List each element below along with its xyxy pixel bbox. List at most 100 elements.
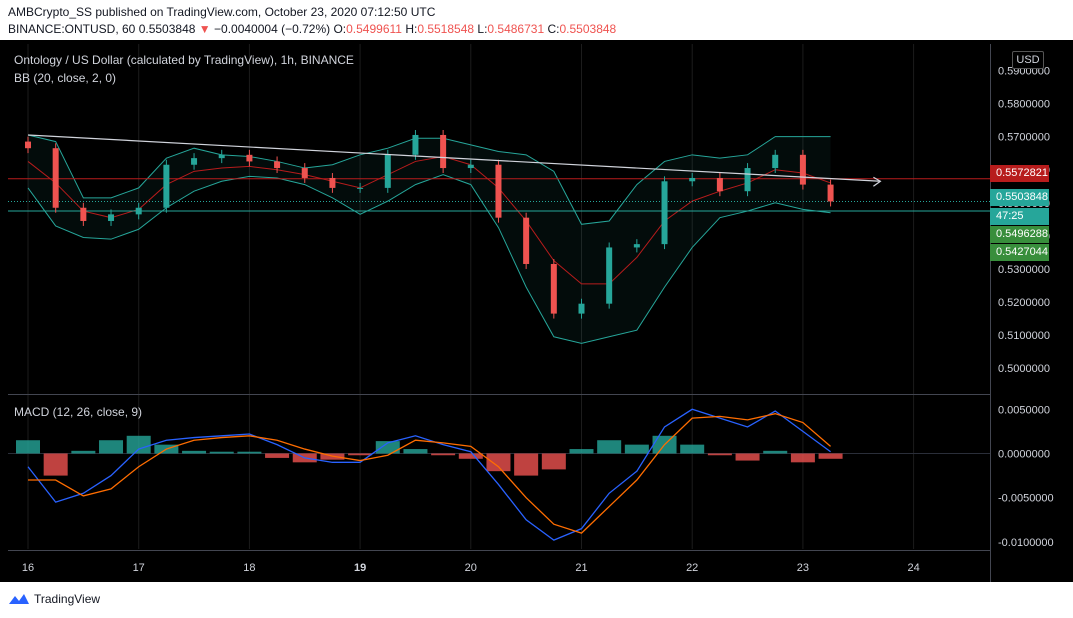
time-tick-label: 23 [797,562,809,574]
time-tick-label: 24 [907,562,919,574]
macd-tick-label: -0.0050000 [998,493,1054,505]
macd-histogram-bar [790,453,815,463]
down-arrow-icon: ▼ [198,22,211,36]
price-tick-label: 0.5100000 [998,330,1050,342]
bb-fill [28,134,831,344]
candle-body [467,164,474,169]
candle-body [827,184,834,202]
macd-histogram-bar [237,451,262,454]
macd-tick-label: 0.0050000 [998,404,1050,416]
tradingview-logo-icon [9,594,29,604]
macd-histogram-bar [99,440,124,454]
candle-body [689,177,696,182]
time-tick-label: 22 [686,562,698,574]
candle-body [301,168,308,178]
publication-line: AMBCrypto_SS published on TradingView.co… [8,5,436,19]
open-value: 0.5499611 [346,22,402,36]
candle-body [80,207,87,221]
macd-histogram-bar [735,453,760,461]
macd-tick-label: 0.0000000 [998,448,1050,460]
candle-body [329,177,336,188]
macd-histogram-bar [486,453,511,472]
high-value: 0.5518548 [417,22,475,36]
trendline [27,134,881,182]
time-tick-label: 18 [243,562,255,574]
macd-histogram-bar [43,453,68,476]
time-tick-label: 21 [575,562,587,574]
candle-body [191,158,198,165]
macd-histogram-bar [680,444,705,454]
time-tick-label: 17 [133,562,145,574]
candle-body [52,148,59,208]
low-value: 0.5486731 [487,22,545,36]
macd-histogram-bar [569,449,594,454]
macd-histogram-bar [209,451,234,454]
candle-body [357,187,364,189]
candle-body [578,303,585,314]
macd-histogram-bar [348,453,373,456]
bb-upper-line [27,134,831,225]
candle-body [163,164,170,208]
macd-histogram-bar [126,435,151,454]
bb-basis-line [27,155,831,285]
main-legend[interactable]: Ontology / US Dollar (calculated by Trad… [14,53,354,67]
macd-line [27,408,831,541]
price-tick-label: 0.5800000 [998,99,1050,111]
macd-histogram-bar [597,440,622,454]
candle-body [218,154,225,159]
time-tick-label: 16 [22,562,34,574]
last-price: 0.5503848 [138,22,196,36]
macd-histogram-bar [375,441,400,454]
macd-histogram-bar [431,453,456,456]
candle-body [523,217,530,264]
price-tag: 47:25 [990,208,1049,225]
high-label: H: [405,22,418,36]
price-tick-label: 0.5000000 [998,363,1050,375]
close-value: 0.5503848 [559,22,617,36]
footer: TradingView [8,592,100,606]
macd-histogram-bar [458,453,483,459]
bb-legend[interactable]: BB (20, close, 2, 0) [14,71,117,85]
price-tick-label: 0.5200000 [998,297,1050,309]
price-change: −0.0040004 (−0.72%) [214,22,331,36]
candle-body [606,247,613,304]
price-tick-label: 0.5300000 [998,264,1050,276]
low-label: L: [477,22,488,36]
brand-label: TradingView [34,592,101,606]
macd-legend[interactable]: MACD (12, 26, close, 9) [14,405,143,419]
candle-body [633,244,640,248]
candle-body [799,154,806,185]
time-tick-label: 19 [354,562,366,574]
candle-body [440,134,447,169]
ohlc-line: BINANCE:ONTUSD, 60 0.5503848 ▼ −0.004000… [8,21,616,38]
macd-histogram-bar [265,453,290,458]
price-tag: 0.5572821 [990,165,1049,182]
price-tag: 0.5496288 [990,226,1049,243]
candle-body [135,207,142,215]
close-label: C: [547,22,560,36]
macd-histogram-bar [763,450,788,454]
macd-tick-label: -0.0100000 [998,537,1054,549]
macd-histogram-bar [624,444,649,454]
candle-body [772,154,779,169]
candle-body [744,168,751,192]
macd-histogram-bar [707,453,732,456]
open-label: O: [333,22,347,36]
candle-body [495,164,502,218]
candle-body [108,214,115,221]
candle-body [661,181,668,245]
time-tick-label: 20 [465,562,477,574]
currency-button[interactable]: USD [1012,51,1044,69]
chart-area[interactable] [0,40,1073,582]
macd-histogram-bar [403,449,428,454]
candle-body [246,154,253,162]
signal-line [28,413,831,534]
candle-body [716,177,723,192]
macd-histogram-bar [541,453,566,470]
macd-histogram-bar [514,453,539,476]
candle-body [550,263,557,314]
candle-body [384,154,391,188]
candle-body [25,141,31,149]
macd-histogram-bar [16,440,40,454]
